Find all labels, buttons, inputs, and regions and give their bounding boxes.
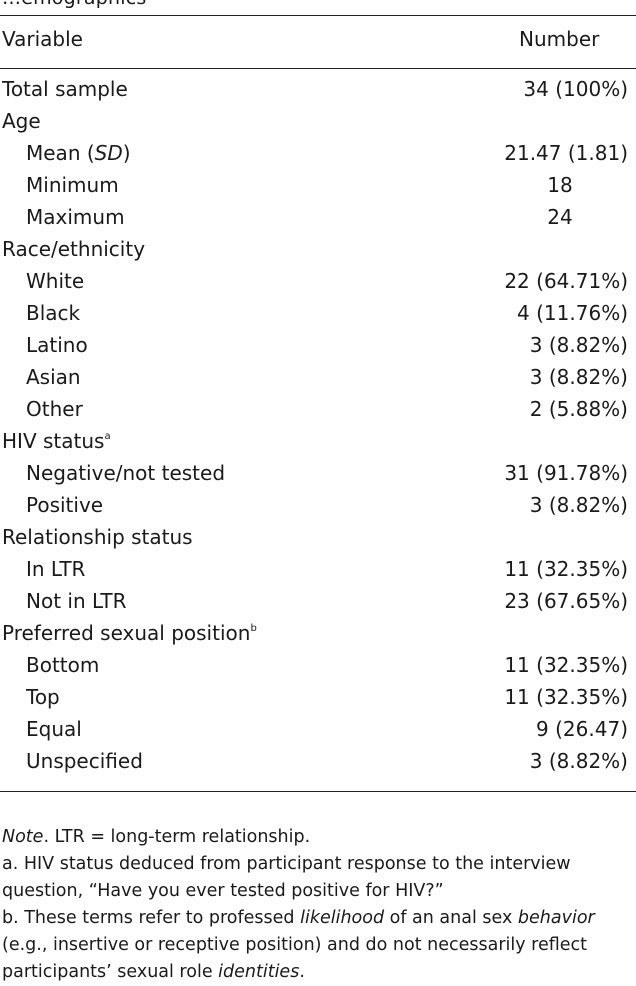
footnote-b-part: of an anal sex: [384, 908, 518, 928]
table-row: HIV statusa: [0, 429, 636, 461]
header-variable: Variable: [2, 27, 83, 51]
row-label: Race/ethnicity: [2, 237, 146, 261]
table-row: Asian 3 (8.82%): [0, 365, 636, 397]
row-value: 9 (26.47): [536, 717, 628, 741]
table-row: Top 11 (32.35%): [0, 685, 636, 717]
row-label: Preferred sexual positionb: [2, 621, 257, 645]
row-label: Equal: [26, 717, 82, 741]
bottom-rule: [0, 791, 636, 792]
table-notes: Note. LTR = long-term relationship. a. H…: [2, 824, 634, 986]
table-row: Age: [0, 109, 636, 141]
row-value: 34 (100%): [523, 77, 628, 101]
row-label: Total sample: [2, 77, 128, 101]
row-label: HIV statusa: [2, 429, 111, 453]
row-label: Bottom: [26, 653, 100, 677]
row-value: 3 (8.82%): [529, 493, 628, 517]
footnote-a: a. HIV status deduced from participant r…: [2, 854, 571, 901]
row-label: Other: [26, 397, 83, 421]
table-row: Unspecified 3 (8.82%): [0, 749, 636, 781]
table-row: Mean (SD) 21.47 (1.81): [0, 141, 636, 173]
table-row: Negative/not tested 31 (91.78%): [0, 461, 636, 493]
header-number: Number: [519, 27, 600, 51]
row-value: 11 (32.35%): [504, 557, 628, 581]
row-label: Unspecified: [26, 749, 143, 773]
table-row: Positive 3 (8.82%): [0, 493, 636, 525]
row-value: 11 (32.35%): [504, 685, 628, 709]
note-text: . LTR = long-term relationship.: [43, 827, 311, 847]
row-label: Positive: [26, 493, 104, 517]
footnote-b: b. These terms refer to professed likeli…: [2, 905, 634, 986]
table-row: Equal 9 (26.47): [0, 717, 636, 749]
row-value: 3 (8.82%): [529, 333, 628, 357]
note-label: Note: [2, 827, 44, 847]
row-label: Top: [26, 685, 60, 709]
table-row: Black 4 (11.76%): [0, 301, 636, 333]
row-label: Age: [2, 109, 41, 133]
table-row: Bottom 11 (32.35%): [0, 653, 636, 685]
table-row: White 22 (64.71%): [0, 269, 636, 301]
row-label: Minimum: [26, 173, 119, 197]
footnote-b-italic: behavior: [517, 908, 595, 928]
note-line: Note. LTR = long-term relationship.: [2, 824, 634, 851]
row-value: 3 (8.82%): [529, 365, 628, 389]
footnote-b-italic: likelihood: [300, 908, 385, 928]
row-label: In LTR: [26, 557, 86, 581]
footnote-b-part: b. These terms refer to professed: [2, 908, 301, 928]
row-label: Asian: [26, 365, 81, 389]
row-value: 2 (5.88%): [529, 397, 628, 421]
top-rule: [0, 15, 636, 16]
table-row: Relationship status: [0, 525, 636, 557]
row-label: Mean (SD): [26, 141, 131, 165]
row-value: 31 (91.78%): [504, 461, 628, 485]
row-label: Not in LTR: [26, 589, 127, 613]
row-label: Negative/not tested: [26, 461, 226, 485]
table-row: Race/ethnicity: [0, 237, 636, 269]
row-label: Black: [26, 301, 81, 325]
row-value: 21.47 (1.81): [504, 141, 628, 165]
table-row: Minimum 18: [0, 173, 636, 205]
footnote-b-italic: identities: [218, 962, 300, 982]
table-row: Latino 3 (8.82%): [0, 333, 636, 365]
row-value: 11 (32.35%): [504, 653, 628, 677]
table-row: Maximum 24: [0, 205, 636, 237]
row-value: 23 (67.65%): [504, 589, 628, 613]
table-row: Not in LTR 23 (67.65%): [0, 589, 636, 621]
row-label: Latino: [26, 333, 88, 357]
row-label: Maximum: [26, 205, 125, 229]
header-rule: [0, 68, 636, 69]
row-value: 4 (11.76%): [517, 301, 628, 325]
table-row: Total sample 34 (100%): [0, 77, 636, 109]
table-caption: …emographics: [2, 0, 146, 9]
table-row: Other 2 (5.88%): [0, 397, 636, 429]
row-label: White: [26, 269, 85, 293]
row-label: Relationship status: [2, 525, 193, 549]
row-value: 22 (64.71%): [504, 269, 628, 293]
table-row: Preferred sexual positionb: [0, 621, 636, 653]
row-value: 18: [547, 173, 573, 197]
row-value: 3 (8.82%): [529, 749, 628, 773]
table-row: In LTR 11 (32.35%): [0, 557, 636, 589]
footnote-b-part: .: [299, 962, 305, 982]
row-value: 24: [547, 205, 573, 229]
